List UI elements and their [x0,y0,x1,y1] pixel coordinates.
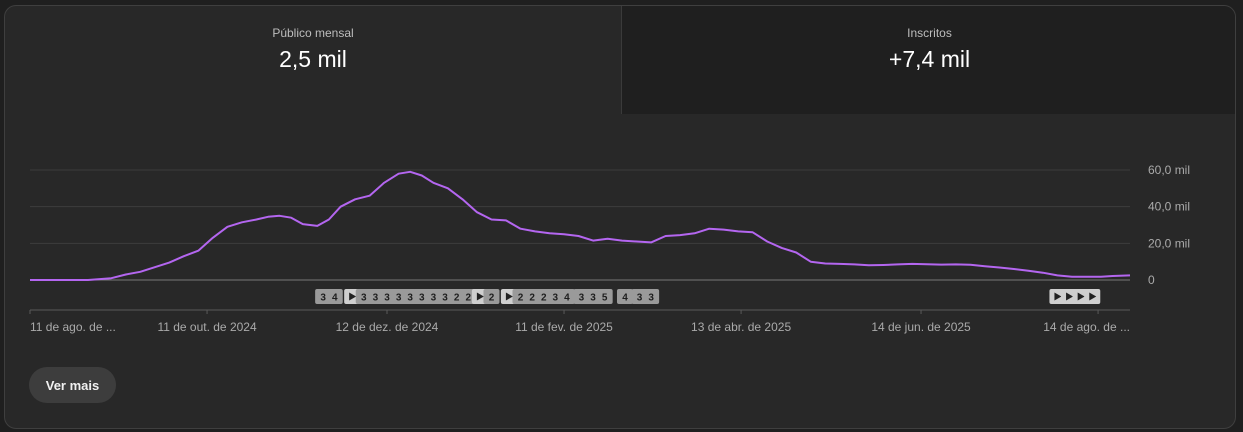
marker-box [596,289,613,304]
x-tick-label: 14 de ago. de ... [1043,320,1130,334]
post-count-marker[interactable]: 5 [596,289,613,304]
marker-box [558,289,575,304]
tab-subscribers-label: Inscritos [907,26,952,40]
play-icon [349,292,357,301]
play-icon [1089,292,1097,301]
y-tick-label: 60,0 mil [1148,163,1190,177]
tab-subscribers[interactable]: Inscritos +7,4 mil [621,6,1235,114]
see-more-button[interactable]: Ver mais [29,367,116,403]
marker-count: 2 [541,293,547,304]
x-tick-label: 14 de jun. de 2025 [871,320,971,334]
marker-count: 3 [320,293,326,304]
tab-monthly-audience-value: 2,5 mil [279,46,347,72]
marker-count: 4 [332,293,338,304]
marker-box [643,289,660,304]
post-count-marker[interactable]: 4 [616,289,633,304]
tab-monthly-audience-label: Público mensal [272,26,354,40]
y-tick-label: 20,0 mil [1148,236,1190,250]
post-count-marker[interactable]: 2 [483,289,500,304]
marker-count: 2 [465,293,471,304]
play-icon [476,292,484,301]
marker-count: 2 [529,293,535,304]
marker-box [483,289,500,304]
tab-monthly-audience[interactable]: Público mensal 2,5 mil [5,6,621,114]
audience-series-line[interactable] [30,170,1131,281]
audience-card: Público mensal 2,5 mil Inscritos +7,4 mi… [4,5,1236,429]
marker-count: 3 [384,293,390,304]
x-tick-label: 12 de dez. de 2024 [336,320,439,334]
marker-count: 3 [407,293,413,304]
x-tick-label: 13 de abr. de 2025 [691,320,791,334]
marker-count: 3 [637,293,643,304]
marker-count: 4 [622,293,628,304]
marker-count: 5 [602,293,608,304]
play-icon [1077,292,1085,301]
play-icon [1054,292,1062,301]
y-tick-label: 0 [1148,273,1155,287]
y-tick-label: 40,0 mil [1148,200,1190,214]
play-icon [505,292,513,301]
marker-count: 3 [442,293,448,304]
x-tick-label: 11 de ago. de ... [30,320,116,334]
marker-count: 3 [361,293,367,304]
post-count-marker[interactable]: 4 [558,289,575,304]
marker-count: 3 [419,293,425,304]
marker-count: 2 [454,293,460,304]
post-count-marker[interactable]: 3 [643,289,660,304]
marker-count: 2 [518,293,524,304]
marker-count: 4 [564,293,570,304]
post-count-marker[interactable]: 4 [326,289,343,304]
marker-count: 3 [648,293,654,304]
video-marker[interactable] [1084,289,1101,304]
marker-count: 3 [590,293,596,304]
marker-count: 3 [431,293,437,304]
marker-count: 3 [553,293,559,304]
marker-box [616,289,633,304]
marker-count: 3 [373,293,379,304]
play-icon [1066,292,1074,301]
marker-count: 3 [579,293,585,304]
tab-subscribers-value: +7,4 mil [888,46,971,72]
x-tick-label: 11 de fev. de 2025 [515,320,613,334]
marker-count: 3 [396,293,402,304]
x-tick-label: 11 de out. de 2024 [157,320,257,334]
marker-count: 2 [489,293,495,304]
marker-box [326,289,343,304]
metric-tabs: Público mensal 2,5 mil Inscritos +7,4 mi… [5,6,1235,114]
